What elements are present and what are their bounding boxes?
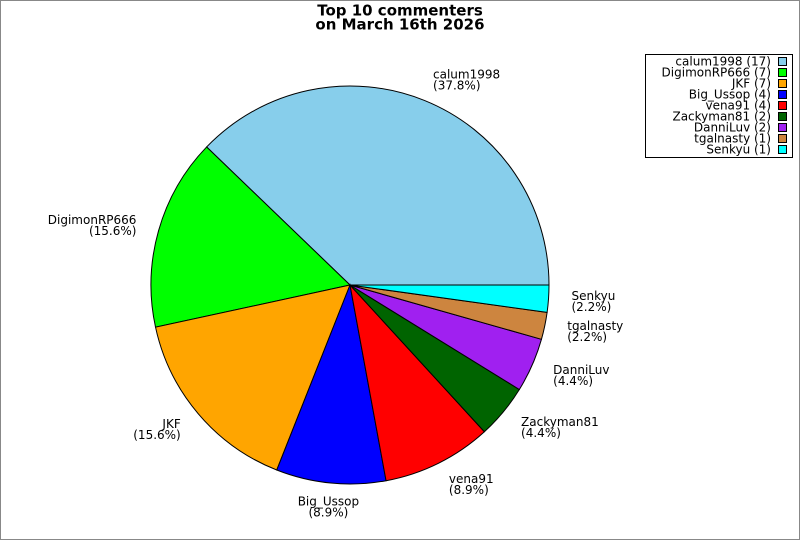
chart-subtitle: on March 16th 2026 (315, 16, 484, 34)
legend-label: Senkyu (1) (706, 143, 771, 157)
slice-value-label: (15.6%) (133, 428, 180, 442)
legend-label: Big_Ussop (4) (689, 88, 771, 102)
slice-label: vena91 (449, 472, 494, 486)
slice-label: calum1998 (433, 68, 500, 82)
slice-value-label: (2.2%) (571, 300, 611, 314)
slice-label: DanniLuv (553, 363, 609, 377)
slice-value-label: (2.2%) (567, 330, 607, 344)
pie-slice (349, 284, 550, 313)
slice-value-label: (37.8%) (433, 79, 480, 93)
pie-slice (150, 146, 352, 328)
chart-title: Top 10 commenters (317, 2, 483, 20)
legend-swatch (778, 68, 787, 77)
slice-value-label: (4.4%) (553, 374, 593, 388)
legend-swatch (778, 79, 787, 88)
pie-slice (205, 85, 550, 286)
slice-value-label: (4.4%) (521, 426, 561, 440)
slice-label: Senkyu (571, 289, 615, 303)
pie-slice (349, 283, 486, 482)
slice-label: JKF (161, 417, 180, 431)
legend-swatch (778, 112, 787, 121)
legend-label: calum1998 (17) (675, 55, 771, 69)
slice-label: Zackyman81 (521, 415, 599, 429)
legend-swatch (778, 90, 787, 99)
slice-label: tgalnasty (567, 319, 623, 333)
slice-value-label: (8.9%) (449, 483, 489, 497)
legend-swatch (778, 123, 787, 132)
slice-label: DigimonRP666 (48, 213, 137, 227)
legend-label: tgalnasty (1) (694, 132, 771, 146)
slice-value-label: (8.9%) (308, 505, 348, 519)
legend-swatch (778, 57, 787, 66)
slice-label: Big_Ussop (298, 494, 359, 508)
legend-label: DanniLuv (2) (694, 121, 771, 135)
legend-swatch (778, 145, 787, 154)
pie-slice (154, 284, 351, 471)
legend-label: Zackyman81 (2) (672, 110, 771, 124)
legend-label: vena91 (4) (705, 99, 771, 113)
legend-swatch (778, 101, 787, 110)
legend-swatch (778, 134, 787, 143)
legend-label: DigimonRP666 (7) (662, 66, 771, 80)
legend-box (645, 54, 793, 158)
legend-label: JKF (7) (731, 77, 771, 91)
slice-value-label: (15.6%) (89, 224, 136, 238)
